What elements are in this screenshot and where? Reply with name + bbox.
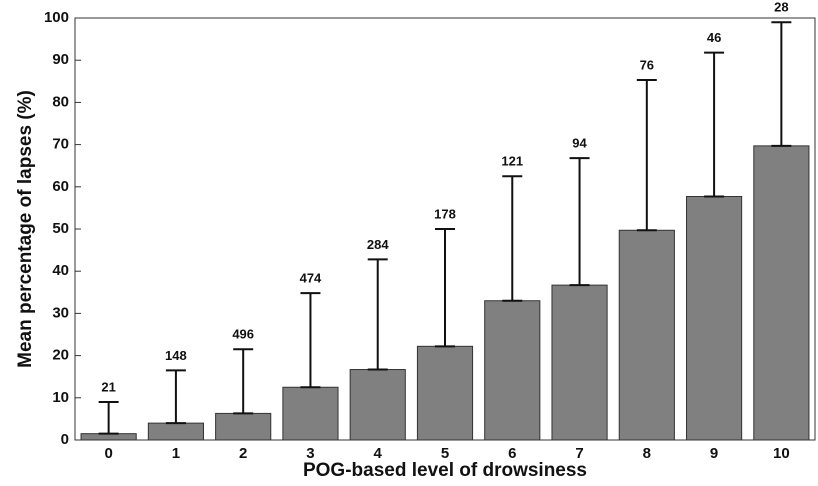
- y-tick-label: 20: [52, 347, 69, 364]
- x-tick-label: 2: [239, 445, 247, 462]
- bar: [215, 412, 272, 441]
- x-tick-label: 6: [508, 445, 516, 462]
- bar: [349, 369, 406, 441]
- error-bar: [435, 228, 455, 348]
- x-tick-label: 10: [773, 445, 790, 462]
- bar: [484, 300, 541, 441]
- count-label: 148: [165, 348, 187, 363]
- count-label: 496: [232, 327, 254, 342]
- count-label: 121: [501, 154, 523, 169]
- error-bar: [569, 157, 590, 287]
- bar: [618, 229, 675, 441]
- count-label: 284: [367, 237, 389, 252]
- bar: [282, 386, 339, 441]
- count-label: 474: [300, 271, 322, 286]
- bar: [753, 145, 810, 441]
- y-tick-label: 80: [52, 93, 69, 110]
- y-tick-label: 30: [52, 304, 69, 321]
- error-bar: [502, 175, 523, 302]
- error-bar: [98, 401, 119, 435]
- error-bar: [367, 258, 388, 371]
- x-tick-label: 3: [306, 445, 314, 462]
- x-tick-label: 0: [104, 445, 112, 462]
- bar: [147, 422, 204, 441]
- y-tick-label: 90: [52, 51, 69, 68]
- error-bar: [771, 21, 792, 147]
- count-label: 94: [572, 136, 587, 151]
- count-label: 21: [101, 379, 115, 394]
- count-label: 28: [774, 0, 788, 15]
- plot-frame: [74, 17, 816, 441]
- count-label: 178: [434, 206, 456, 221]
- y-axis-label: Mean percentage of lapses (%): [15, 90, 36, 368]
- error-bar: [165, 369, 186, 425]
- bar: [416, 345, 474, 441]
- x-tick-label: 5: [441, 445, 449, 462]
- count-label: 76: [640, 57, 654, 72]
- y-tick-label: 60: [52, 178, 69, 195]
- x-tick-label: 1: [172, 445, 180, 462]
- error-bar: [300, 292, 321, 389]
- error-bar: [704, 51, 725, 198]
- y-tick-label: 10: [52, 389, 69, 406]
- error-bar: [233, 348, 254, 415]
- x-axis-label: POG-based level of drowsiness: [303, 460, 587, 481]
- x-tick-label: 8: [643, 445, 651, 462]
- error-bar: [636, 79, 657, 232]
- y-tick-label: 0: [61, 431, 69, 448]
- bar: [551, 284, 608, 441]
- x-tick-label: 9: [710, 445, 718, 462]
- y-tick-label: 50: [52, 220, 69, 237]
- y-tick-label: 40: [52, 262, 69, 279]
- y-tick-label: 100: [44, 9, 69, 26]
- count-label: 46: [707, 30, 721, 45]
- x-tick-label: 4: [374, 445, 383, 462]
- bar: [686, 196, 743, 441]
- x-tick-label: 7: [575, 445, 583, 462]
- y-tick-label: 70: [52, 136, 69, 153]
